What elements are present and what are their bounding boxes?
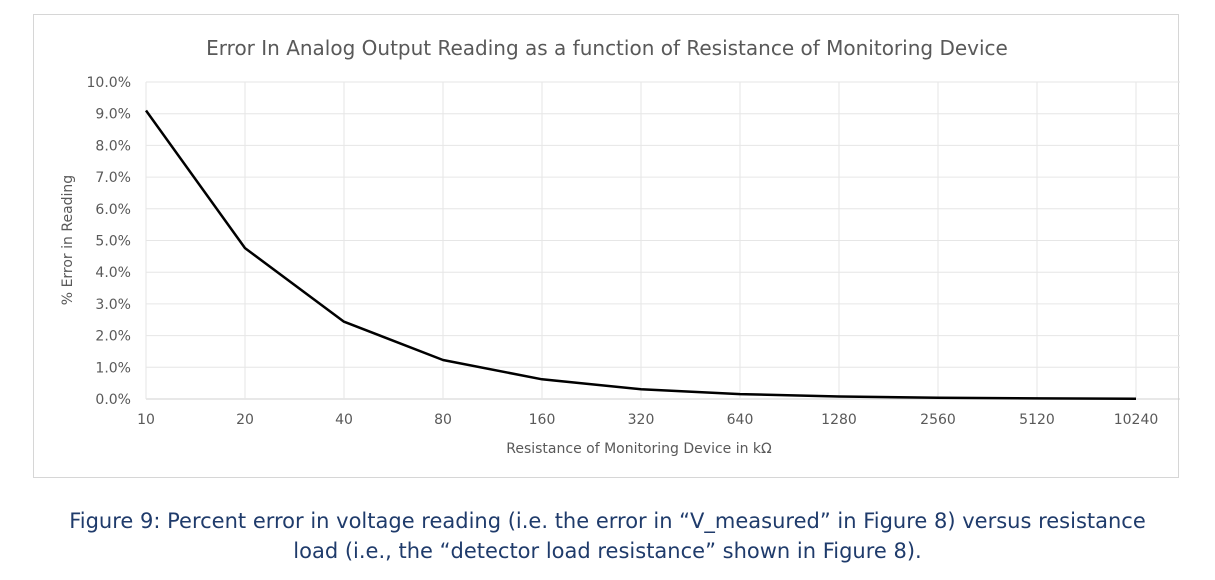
series-line — [144, 109, 1137, 400]
line-chart: Error In Analog Output Reading as a func… — [60, 36, 1180, 457]
x-tick-label: 160 — [529, 412, 556, 428]
x-tick-label: 10240 — [1114, 412, 1159, 428]
y-tick-label: 2.0% — [95, 329, 131, 345]
x-tick-label: 40 — [335, 412, 353, 428]
chart-title: Error In Analog Output Reading as a func… — [206, 36, 1008, 60]
x-tick-label: 640 — [727, 412, 754, 428]
x-tick-label: 80 — [434, 412, 452, 428]
x-tick-label: 5120 — [1019, 412, 1055, 428]
x-tick-label: 320 — [628, 412, 655, 428]
y-tick-label: 9.0% — [95, 107, 131, 123]
x-tick-label: 2560 — [920, 412, 956, 428]
series-group — [144, 109, 1137, 400]
y-tick-labels: 0.0% 1.0% 2.0% 3.0% 4.0% 5.0% 6.0% 7.0% 8.0% 9.0%… — [87, 75, 131, 408]
y-tick-label: 10.0% — [87, 75, 131, 91]
y-tick-label: 4.0% — [95, 265, 131, 281]
x-axis-label: Resistance of Monitoring Device in kΩ — [506, 441, 772, 457]
y-tick-label: 6.0% — [95, 202, 131, 218]
caption-line-2: load (i.e., the “detector load resistanc… — [293, 539, 922, 563]
y-tick-label: 0.0% — [95, 392, 131, 408]
grid-lines — [145, 81, 1180, 400]
caption-line-1: Figure 9: Percent error in voltage readi… — [69, 509, 1146, 533]
figure-caption: Figure 9: Percent error in voltage readi… — [0, 506, 1215, 566]
y-tick-label: 8.0% — [95, 138, 131, 154]
y-axis-label: % Error in Reading — [60, 175, 76, 305]
x-tick-labels: 10 20 40 80 160 320 640 1280 2560 5120 10240 — [137, 412, 1158, 428]
y-tick-label: 3.0% — [95, 297, 131, 313]
x-tick-label: 20 — [236, 412, 254, 428]
chart-frame: Error In Analog Output Reading as a func… — [33, 14, 1180, 478]
y-tick-label: 5.0% — [95, 234, 131, 250]
y-tick-label: 1.0% — [95, 360, 131, 376]
x-tick-label: 10 — [137, 412, 155, 428]
y-tick-label: 7.0% — [95, 170, 131, 186]
x-tick-label: 1280 — [821, 412, 857, 428]
